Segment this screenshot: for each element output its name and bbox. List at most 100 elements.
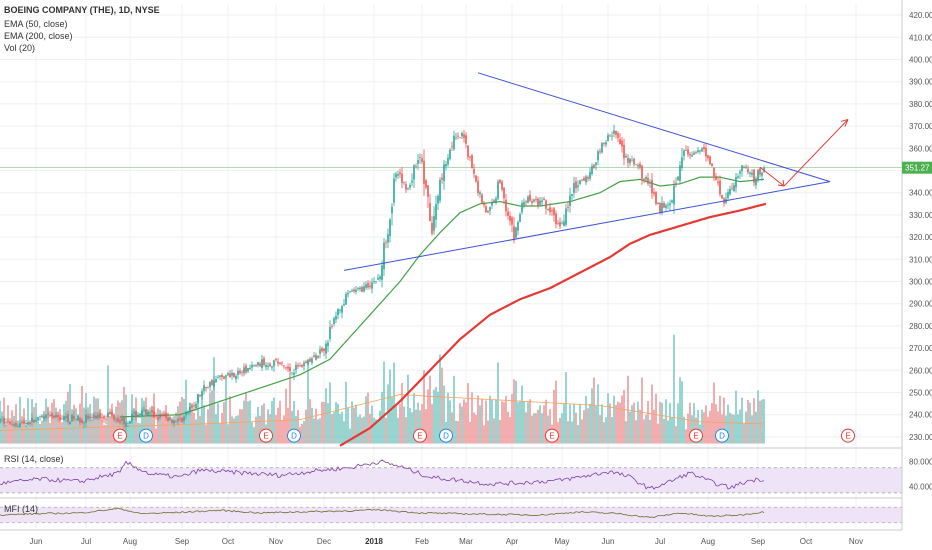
candle-body [301,364,303,367]
candle-body [259,363,261,367]
earnings-label: E [417,432,422,441]
volume-bar [761,399,763,444]
candle-body [727,192,729,199]
candle-body [541,200,543,203]
volume-bar [657,423,659,444]
volume-bar [437,391,439,444]
candle-body [317,355,319,358]
volume-bar [101,420,103,444]
volume-bar [261,405,263,444]
candle-body [117,418,119,422]
dividend-label: D [143,432,149,441]
volume-bar [737,414,739,444]
price-tick-label: 240.00 [909,411,932,420]
candle-body [543,198,545,200]
volume-bar [45,398,47,444]
candle-body [651,179,653,194]
volume-bar [683,416,685,444]
candle-body [337,308,339,316]
volume-bar [39,423,41,444]
volume-bar [163,410,165,444]
volume-bar [511,393,513,444]
candle-body [247,367,249,372]
volume-bar [503,402,505,444]
candle-body [735,177,737,188]
candle-body [385,242,387,244]
legend-ema50: EMA (50, close) [4,19,68,29]
volume-bar [603,422,605,444]
volume-bar [275,415,277,444]
projection-arrowhead-down [777,179,785,187]
candle-body [283,365,285,367]
candle-body [245,365,247,373]
volume-bar [739,409,741,444]
volume-bar [663,418,665,444]
candle-body [15,422,17,427]
volume-bar [1,411,3,444]
volume-bar [665,399,667,444]
candle-body [51,413,53,417]
candle-body [45,414,47,418]
volume-bar [97,398,99,444]
volume-bar [63,404,65,444]
volume-bar [599,415,601,444]
candle-body [745,166,747,168]
volume-bar [219,423,221,444]
candle-body [5,422,7,424]
candle-body [303,362,305,367]
candle-body [363,286,365,292]
volume-bar [17,420,19,444]
volume-bar [471,392,473,444]
volume-bar [289,372,291,444]
volume-bar [91,419,93,444]
candle-body [623,144,625,159]
volume-bar [751,415,753,444]
candle-body [689,154,691,156]
volume-bar [313,418,315,444]
candle-body [19,423,21,427]
price-tick-label: 280.00 [909,322,932,331]
candle-body [273,360,275,367]
candle-body [747,168,749,173]
volume-bar [573,403,575,444]
projection-down [759,166,785,187]
candle-body [239,370,241,374]
volume-bar [461,406,463,444]
candle-body [467,145,469,158]
candle-body [219,375,221,377]
candle-body [595,162,597,166]
month-tick-label: Jul [655,537,665,546]
candle-body [711,163,713,167]
candle-body [413,165,415,180]
volume-bar [231,416,233,444]
volume-bar [47,406,49,444]
candle-body [451,146,453,148]
volume-bar [53,399,55,444]
legend-volume: Vol (20) [4,43,35,53]
candle-body [527,196,529,203]
volume-bar [425,409,427,444]
candle-body [697,150,699,152]
candle-body [403,181,405,183]
volume-bar [701,409,703,444]
candle-body [249,367,251,370]
volume-bar [639,409,641,444]
rsi-tick-label: 80.0000 [909,457,932,466]
volume-bar [501,401,503,444]
volume-bar [323,402,325,444]
price-tick-label: 340.00 [909,189,932,198]
volume-bar [655,393,657,444]
candle-body [73,416,75,420]
candle-body [171,419,173,423]
volume-bar [681,381,683,444]
candle-body [265,365,267,368]
candle-body [525,201,527,203]
volume-bar [327,403,329,444]
candle-body [501,181,503,190]
candle-body [107,413,109,418]
volume-bar [165,404,167,444]
volume-bar [653,409,655,444]
candle-body [237,370,239,375]
volume-bar [271,400,273,444]
volume-bar [367,392,369,444]
